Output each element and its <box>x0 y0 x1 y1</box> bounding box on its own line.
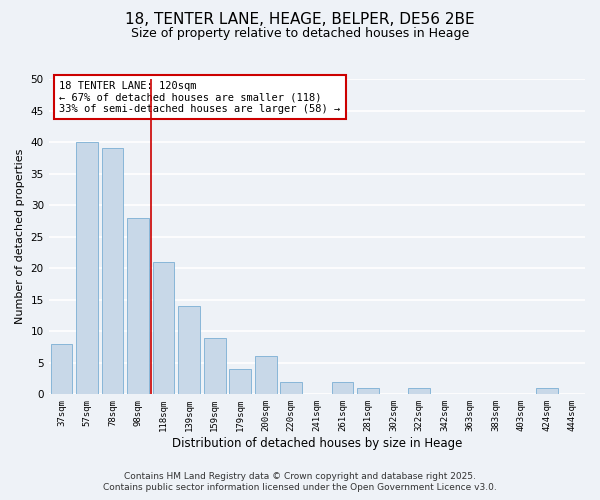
Bar <box>255 356 277 395</box>
Text: 18 TENTER LANE: 120sqm
← 67% of detached houses are smaller (118)
33% of semi-de: 18 TENTER LANE: 120sqm ← 67% of detached… <box>59 80 341 114</box>
X-axis label: Distribution of detached houses by size in Heage: Distribution of detached houses by size … <box>172 437 462 450</box>
Text: Contains HM Land Registry data © Crown copyright and database right 2025.: Contains HM Land Registry data © Crown c… <box>124 472 476 481</box>
Text: Size of property relative to detached houses in Heage: Size of property relative to detached ho… <box>131 28 469 40</box>
Y-axis label: Number of detached properties: Number of detached properties <box>15 149 25 324</box>
Bar <box>76 142 98 395</box>
Bar <box>153 262 175 394</box>
Bar <box>50 344 72 395</box>
Bar <box>280 382 302 394</box>
Bar <box>332 382 353 394</box>
Bar <box>178 306 200 394</box>
Bar <box>229 369 251 394</box>
Text: Contains public sector information licensed under the Open Government Licence v3: Contains public sector information licen… <box>103 484 497 492</box>
Bar <box>357 388 379 394</box>
Text: 18, TENTER LANE, HEAGE, BELPER, DE56 2BE: 18, TENTER LANE, HEAGE, BELPER, DE56 2BE <box>125 12 475 28</box>
Bar <box>204 338 226 394</box>
Bar <box>127 218 149 394</box>
Bar <box>536 388 557 394</box>
Bar <box>408 388 430 394</box>
Bar <box>101 148 124 394</box>
